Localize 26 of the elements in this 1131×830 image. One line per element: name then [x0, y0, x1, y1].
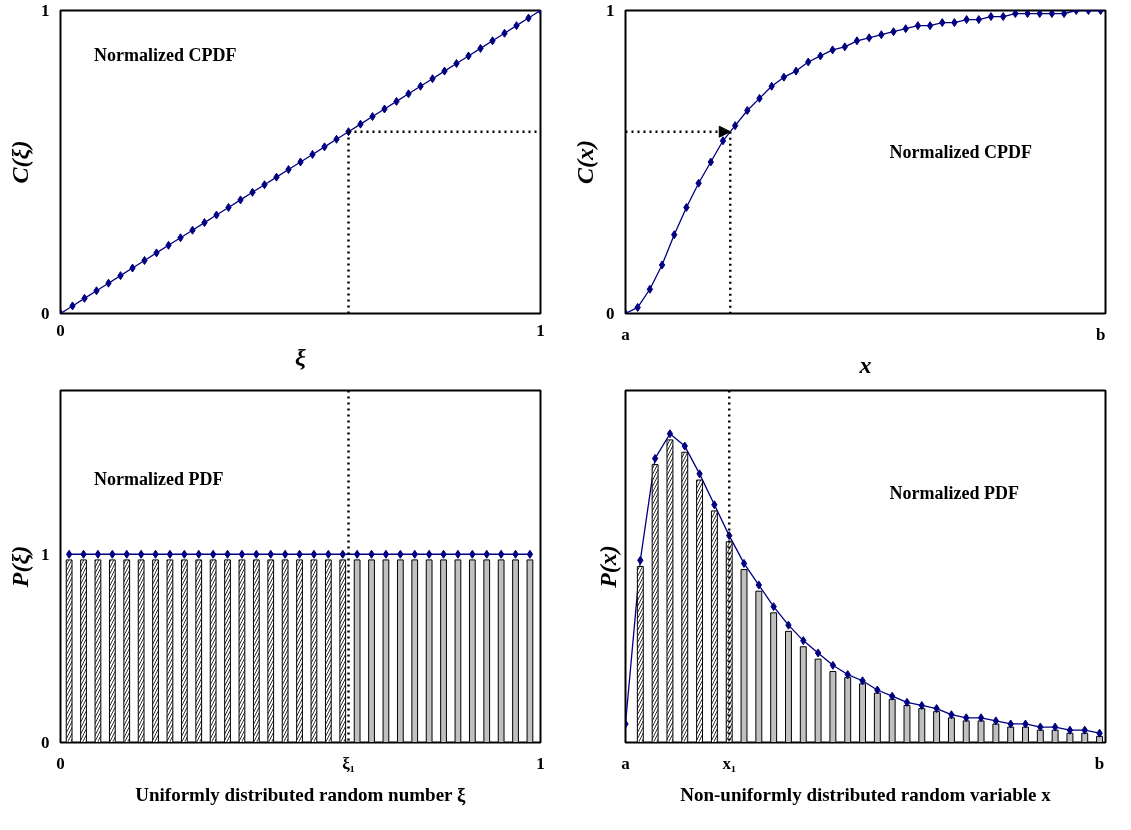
y-axis-title: C(ξ) [7, 140, 33, 184]
x-tick-label: 0 [56, 320, 65, 340]
y-tick-label: 0 [41, 304, 50, 323]
x-tick-label: a [621, 324, 631, 344]
y-tick-label: 1 [41, 544, 50, 564]
text: Normalized PDF [889, 483, 1019, 504]
y-axis-title: C(x) [572, 140, 598, 184]
x-tick-label: 1 [536, 753, 545, 773]
y-axis-title: P(x) [594, 545, 621, 589]
x-tick-label: b [1094, 753, 1105, 773]
text: Non-uniformly distributed random variable x [680, 783, 1052, 805]
x-axis-title: ξ [295, 343, 307, 370]
y-axis-title: P(ξ) [7, 545, 33, 589]
x-tick-label: a [621, 753, 631, 773]
x-axis-title: x [858, 351, 872, 378]
y-tick-label: 1 [41, 1, 50, 20]
text: Normalized CPDF [889, 142, 1032, 162]
x-tick-label: x₁ [722, 753, 737, 773]
text: Normalized PDF [94, 469, 224, 490]
text: Normalized CPDF [94, 45, 237, 66]
text: Uniformly distributed random number ξ [135, 783, 466, 806]
x-tick-label: b [1095, 324, 1106, 344]
x-tick-label: ξ₁ [342, 753, 355, 773]
x-tick-label: 1 [536, 320, 545, 340]
x-tick-label: 0 [56, 753, 65, 773]
y-tick-label: 0 [41, 733, 50, 752]
